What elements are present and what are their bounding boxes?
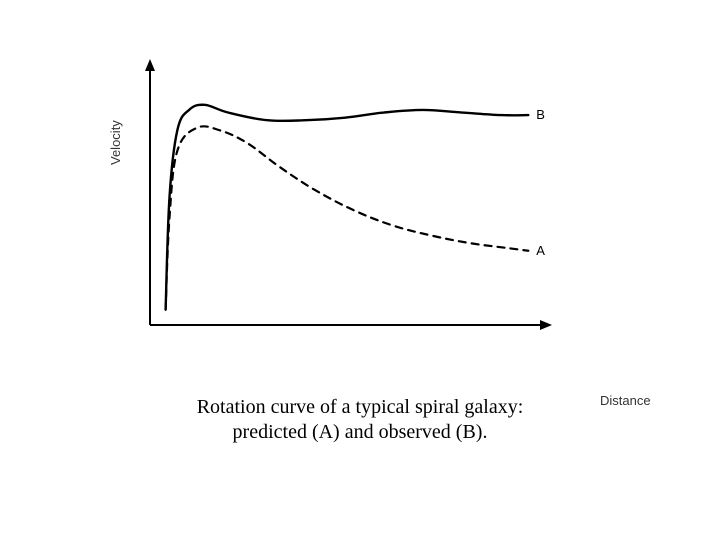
rotation-curve-chart: B A Distance xyxy=(130,55,570,375)
y-axis-label: Velocity xyxy=(108,120,123,165)
series-label-b: B xyxy=(536,107,545,122)
chart-svg xyxy=(130,55,570,375)
figure-caption: Rotation curve of a typical spiral galax… xyxy=(0,395,720,445)
series-label-a: A xyxy=(536,243,545,258)
caption-line-2: predicted (A) and observed (B). xyxy=(0,420,720,445)
caption-line-1: Rotation curve of a typical spiral galax… xyxy=(0,395,720,420)
curve-a xyxy=(166,126,529,309)
figure-stage: B A Distance Velocity Rotation curve of … xyxy=(0,0,720,540)
